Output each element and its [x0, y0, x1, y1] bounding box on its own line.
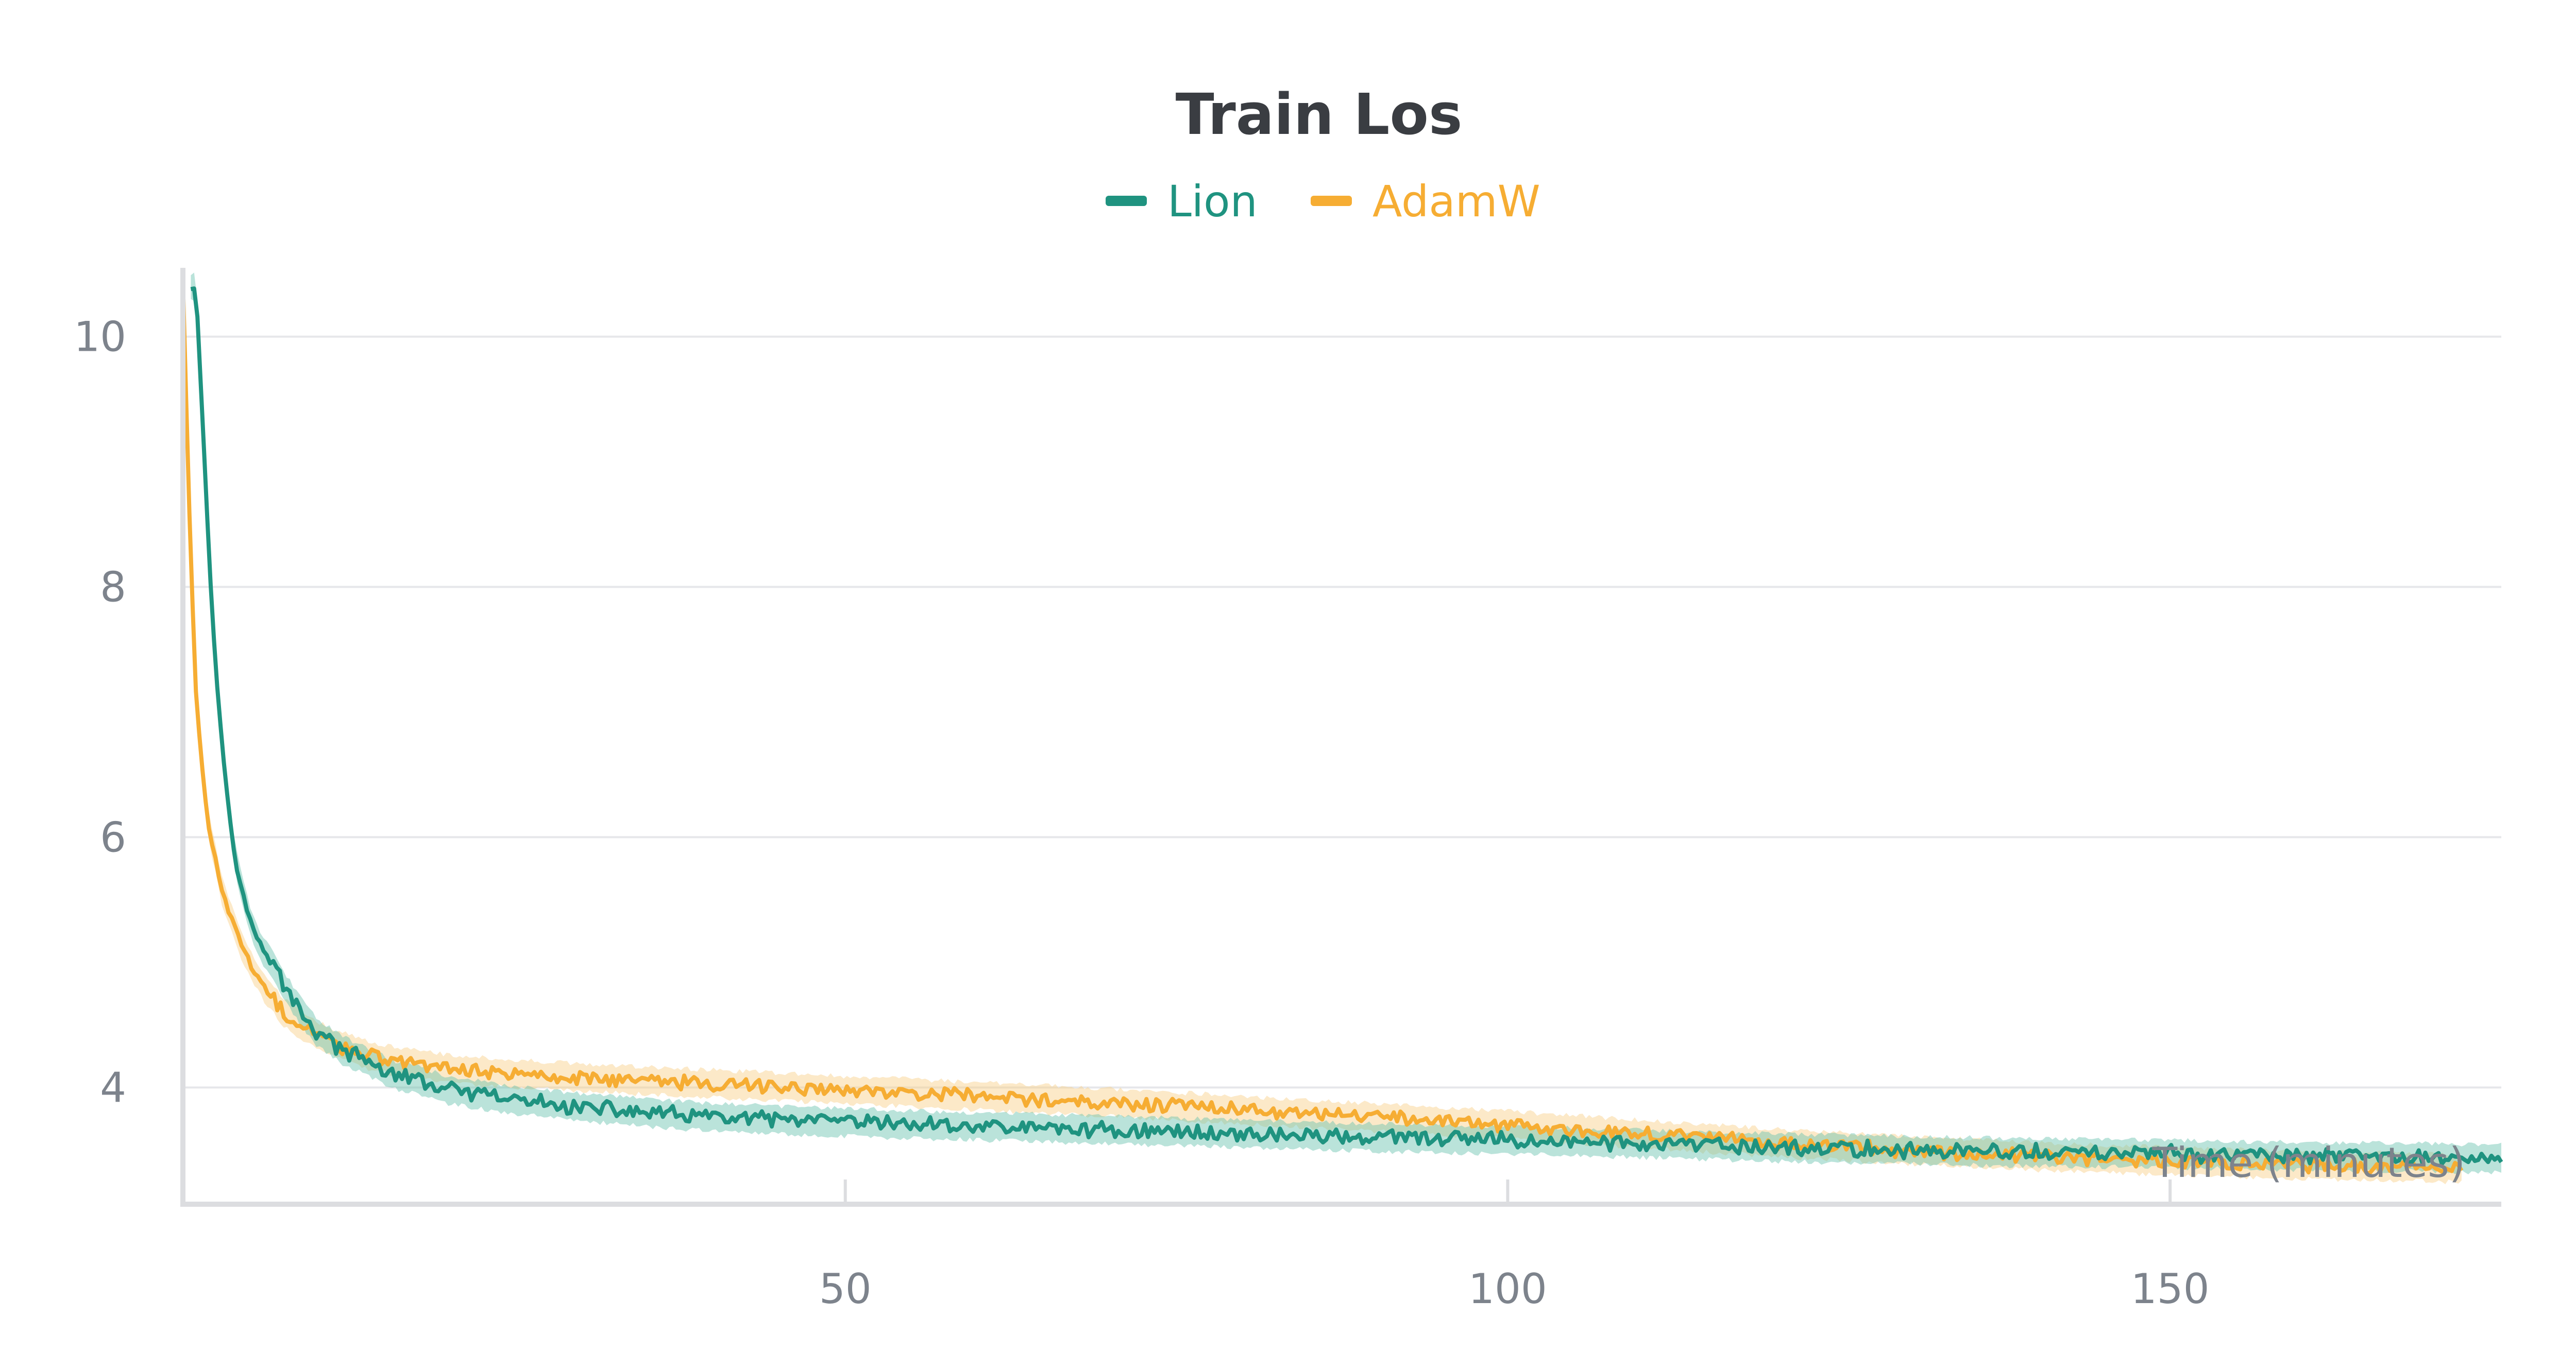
y-tick-label: 8: [100, 563, 126, 611]
series-lines: [181, 279, 2503, 1176]
y-tick-label: 4: [100, 1064, 126, 1112]
series-band-adamw: [183, 266, 2462, 1185]
legend: Lion AdamW: [1106, 176, 1540, 227]
legend-item-lion[interactable]: Lion: [1106, 176, 1258, 227]
x-tick-label: 150: [2131, 1265, 2210, 1313]
series-band-lion: [191, 272, 2502, 1175]
series-line-adamw[interactable]: [181, 279, 2464, 1176]
series-line-lion[interactable]: [190, 286, 2503, 1166]
series-bands: [183, 266, 2502, 1185]
axes: [180, 268, 2501, 1207]
gridlines: [183, 335, 2501, 1089]
adamw-legend-label: AdamW: [1372, 176, 1540, 227]
x-axis-label: Time (minutes): [2152, 1139, 2465, 1187]
lion-legend-label: Lion: [1167, 176, 1258, 227]
y-tick-label: 10: [74, 313, 126, 361]
adamw-legend-swatch: [1311, 196, 1352, 206]
tick-labels: 4 6 8 10 50 100 150: [74, 313, 2209, 1313]
legend-item-adamw[interactable]: AdamW: [1311, 176, 1540, 227]
chart-title: Train Los: [1176, 81, 1463, 147]
y-tick-label: 6: [100, 813, 126, 861]
x-tick-label: 100: [1468, 1265, 1547, 1313]
x-tick-label: 50: [819, 1265, 872, 1313]
lion-legend-swatch: [1106, 196, 1147, 206]
